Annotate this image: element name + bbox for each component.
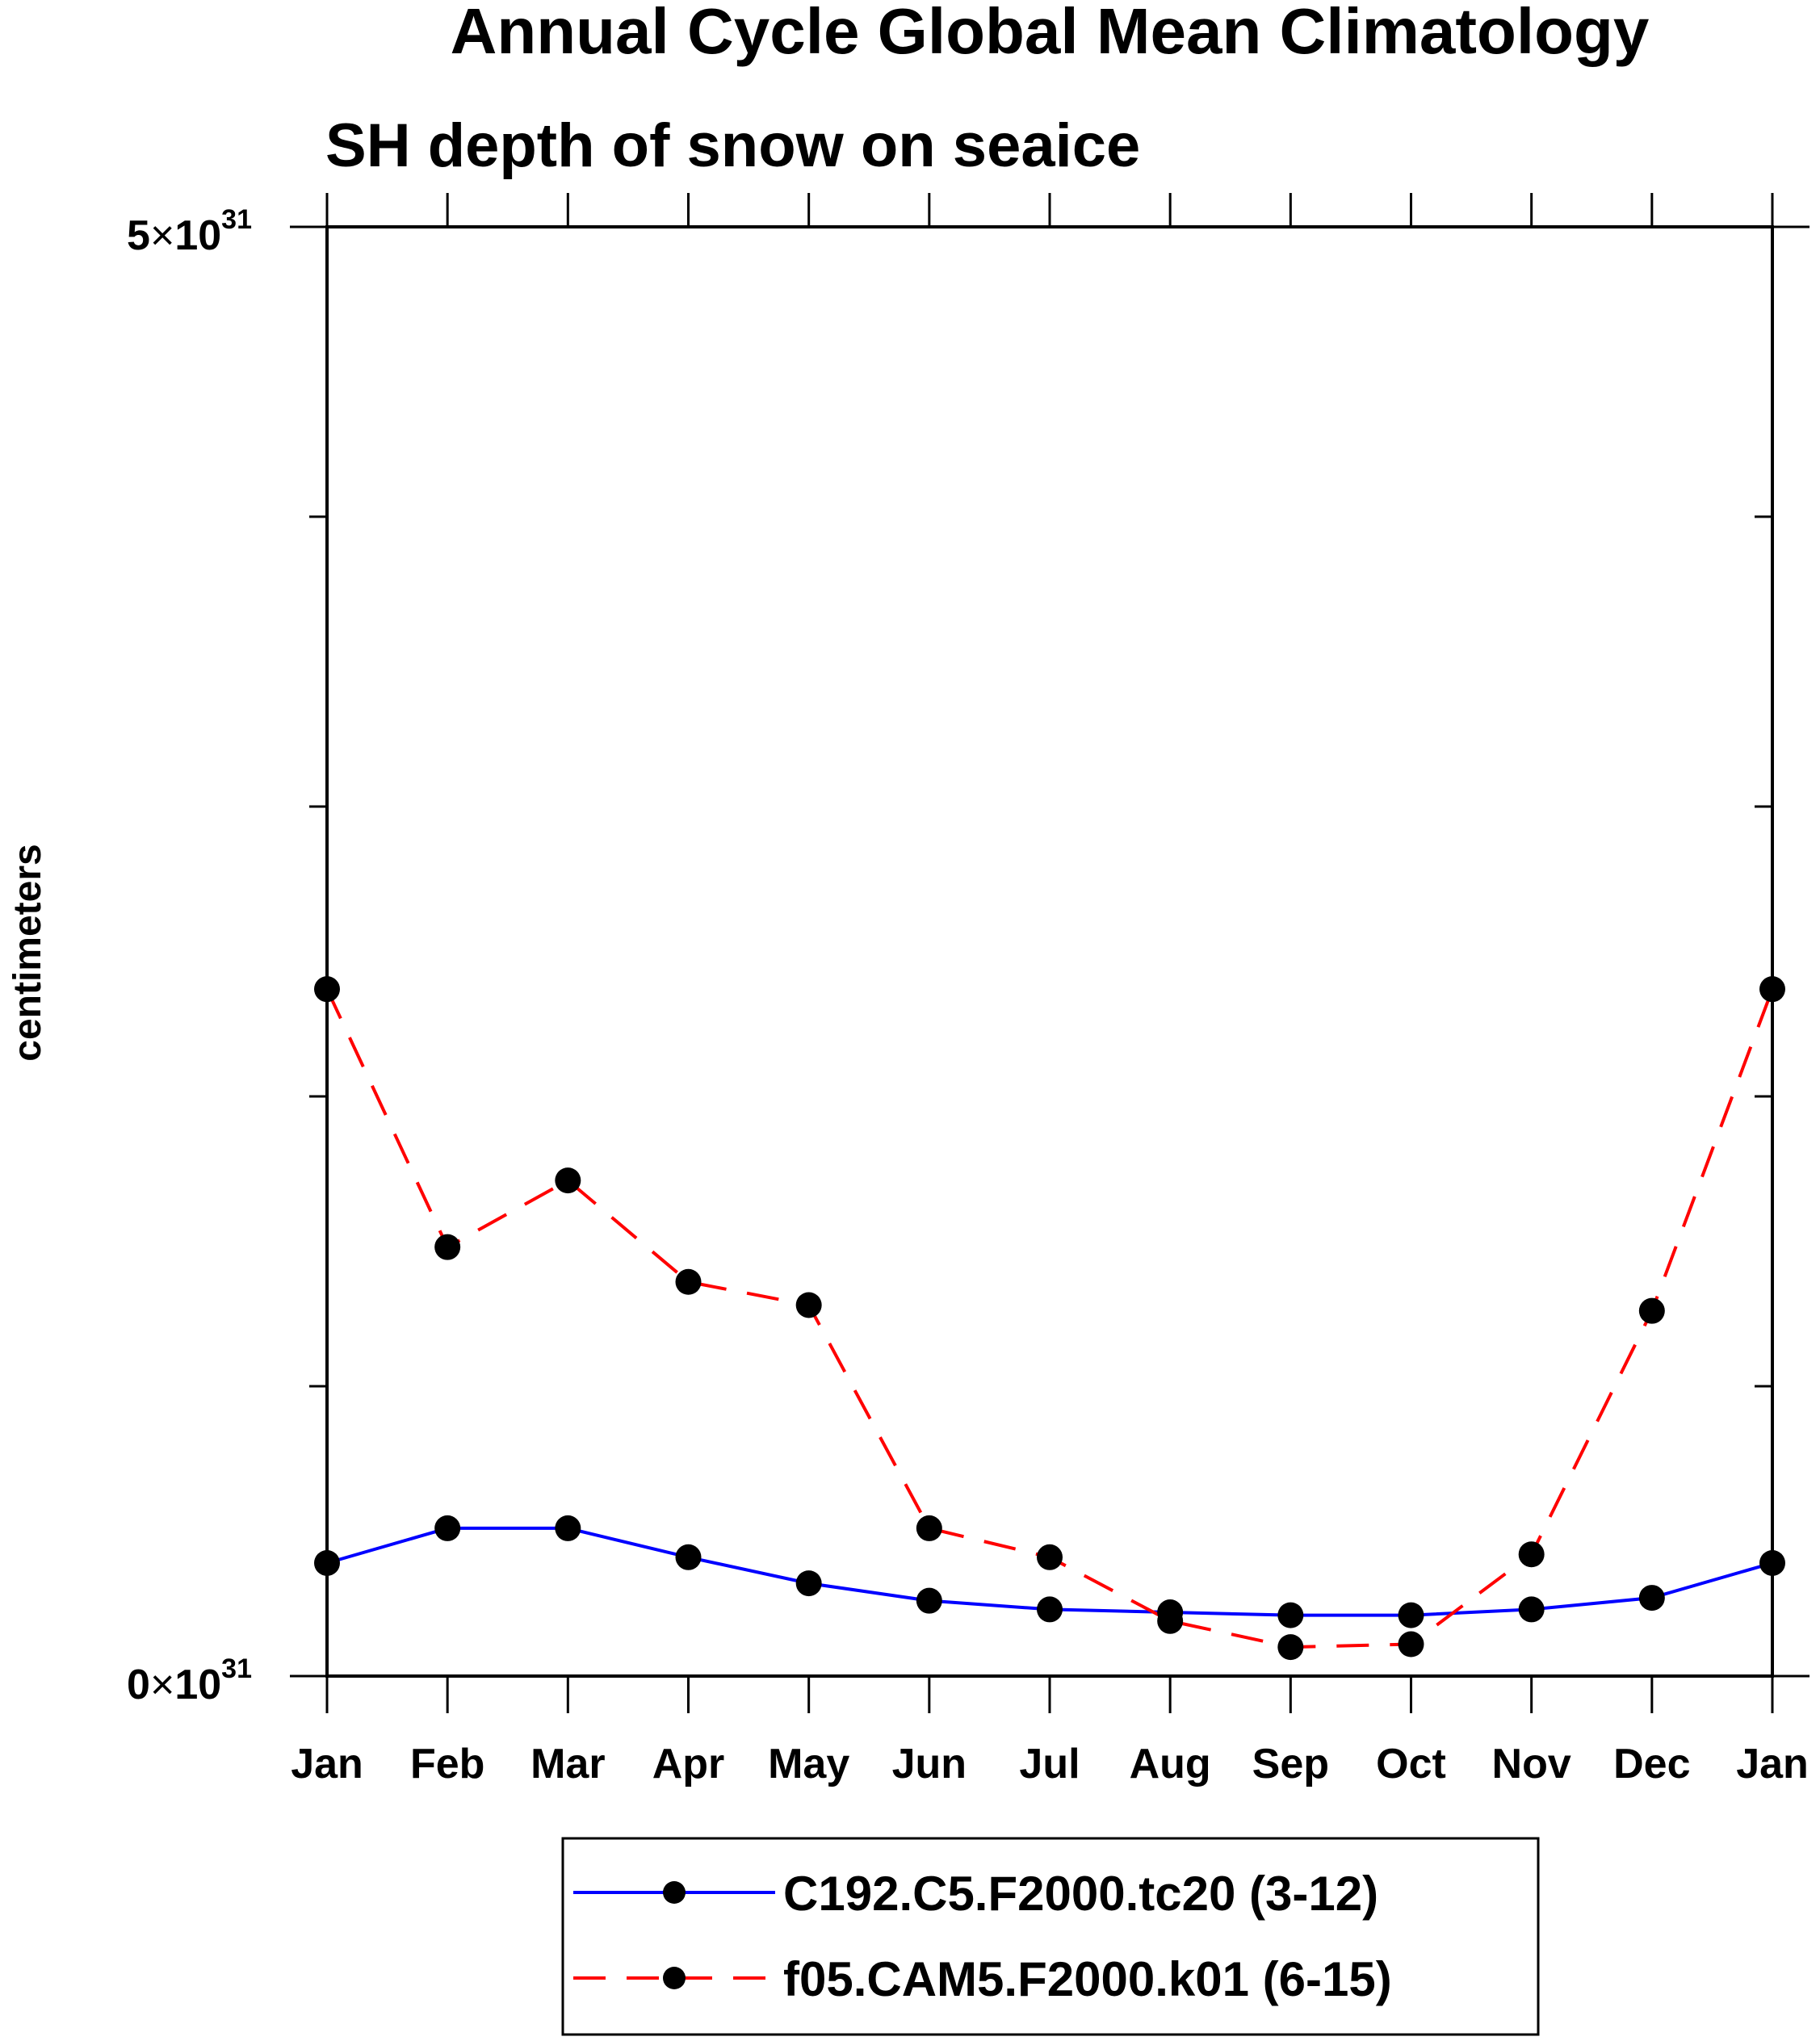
series-2-point xyxy=(1277,1634,1304,1661)
series-1-point xyxy=(1518,1596,1545,1623)
series-2-point xyxy=(314,976,340,1003)
series-layer xyxy=(314,976,1785,1661)
series-1-point xyxy=(1277,1602,1304,1628)
series-2-point xyxy=(795,1292,822,1318)
series-2-point xyxy=(1759,976,1785,1003)
series-1-point xyxy=(1037,1596,1063,1623)
y-axis-label: centimeters xyxy=(6,844,49,1061)
y-tick-label: 0×1031 xyxy=(127,1653,252,1708)
legend-label-series-1: C192.C5.F2000.tc20 (3-12) xyxy=(783,1867,1378,1921)
x-tick-label: Jan xyxy=(1736,1741,1809,1787)
series-1-point xyxy=(555,1515,581,1541)
series-1-point xyxy=(795,1570,822,1597)
x-tick-label: Sep xyxy=(1252,1741,1329,1787)
chart-title: Annual Cycle Global Mean Climatology xyxy=(451,0,1650,67)
x-tick-label: Feb xyxy=(410,1741,484,1787)
x-tick-label: Nov xyxy=(1492,1741,1571,1787)
legend-box xyxy=(561,1837,1540,2036)
series-1-point xyxy=(314,1549,340,1576)
series-1-point xyxy=(1759,1549,1785,1576)
series-2-point xyxy=(1518,1541,1545,1568)
y-axis-ticks xyxy=(290,225,1810,1678)
x-axis-ticks xyxy=(325,193,1774,1713)
series-2-point xyxy=(675,1268,702,1295)
series-2-point xyxy=(1398,1631,1424,1658)
series-1-point xyxy=(1398,1602,1424,1628)
series-1-point xyxy=(675,1544,702,1570)
chart-subtitle: SH depth of snow on seaice xyxy=(325,111,1140,180)
legend: C192.C5.F2000.tc20 (3-12) f05.CAM5.F2000… xyxy=(561,1837,1540,2036)
series-1-point xyxy=(1638,1585,1665,1611)
legend-marker-series-1 xyxy=(663,1881,686,1904)
x-axis-tick-labels: Jan Feb Mar Apr May Jun Jul Aug Sep Oct Nov Dec Jan xyxy=(291,1741,1809,1787)
y-tick-label: 5×1031 xyxy=(127,204,252,259)
series-1-point xyxy=(916,1587,942,1614)
legend-marker-series-2 xyxy=(663,1967,686,1989)
legend-label-series-2: f05.CAM5.F2000.k01 (6-15) xyxy=(783,1952,1392,2006)
series-2-point xyxy=(555,1167,581,1194)
x-tick-label: Aug xyxy=(1130,1741,1211,1787)
y-axis-tick-labels: 0×1031 5×1031 xyxy=(127,204,252,1708)
x-tick-label: May xyxy=(768,1741,849,1787)
x-tick-label: Oct xyxy=(1376,1741,1446,1787)
series-2-point xyxy=(434,1234,461,1260)
series-2-point xyxy=(1638,1297,1665,1324)
series-1-point xyxy=(434,1515,461,1541)
x-tick-label: Dec xyxy=(1613,1741,1690,1787)
series-2-point xyxy=(1037,1544,1063,1570)
series-2-point xyxy=(916,1515,942,1541)
series-2-point xyxy=(1157,1607,1184,1634)
x-tick-label: Jun xyxy=(892,1741,967,1787)
x-tick-label: Jul xyxy=(1019,1741,1080,1787)
x-tick-label: Apr xyxy=(652,1741,725,1787)
plot-frame xyxy=(325,225,1774,1678)
x-tick-label: Jan xyxy=(291,1741,363,1787)
x-tick-label: Mar xyxy=(530,1741,605,1787)
